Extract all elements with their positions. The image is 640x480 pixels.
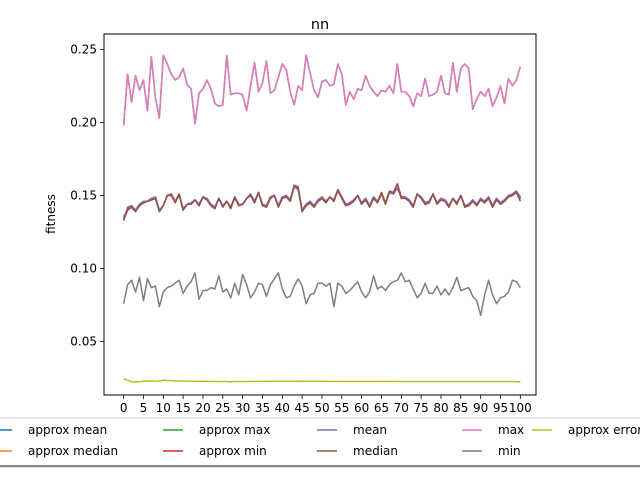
- x-tick-label: 25: [215, 401, 230, 415]
- y-tick-label: 0.05: [70, 335, 97, 349]
- x-tick-label: 35: [255, 401, 270, 415]
- x-tick-label: 10: [156, 401, 171, 415]
- y-tick-label: 0.10: [70, 262, 97, 276]
- x-tick-label: 30: [235, 401, 250, 415]
- x-tick-label: 70: [394, 401, 409, 415]
- x-tick-label: 60: [354, 401, 369, 415]
- x-tick-label: 55: [334, 401, 349, 415]
- legend-label-approx-mean: approx mean: [28, 423, 107, 437]
- x-tick-label: 40: [275, 401, 290, 415]
- legend-label-approx-max: approx max: [199, 423, 270, 437]
- x-tick-label: 0: [120, 401, 128, 415]
- chart-title: nn: [311, 17, 329, 33]
- x-tick-label: 5: [140, 401, 148, 415]
- x-tick-label: 65: [374, 401, 389, 415]
- y-axis-label: fitness: [44, 194, 58, 234]
- legend: approx mean approx median approx max approx…: [0, 417, 640, 468]
- x-tick-label: 20: [195, 401, 210, 415]
- x-tick-label: 90: [473, 401, 488, 415]
- legend-label-approx-median: approx median: [28, 444, 118, 458]
- y-tick-label: 0.15: [70, 189, 97, 203]
- x-tick-label: 75: [414, 401, 429, 415]
- legend-label-approx-error: approx error: [568, 423, 640, 437]
- x-tick-label: 85: [453, 401, 468, 415]
- y-tick-label: 0.25: [70, 42, 97, 56]
- x-tick-label: 80: [433, 401, 448, 415]
- legend-label-median: median: [353, 444, 398, 458]
- series-line-median: [122, 183, 522, 221]
- x-tick-label: 50: [314, 401, 329, 415]
- legend-label-mean: mean: [353, 423, 387, 437]
- series-line-approx-error: [123, 378, 521, 383]
- legend-label-approx-min: approx min: [199, 444, 267, 458]
- x-tick-label: 100: [509, 401, 532, 415]
- x-tick-label: 45: [295, 401, 310, 415]
- y-tick-label: 0.20: [70, 115, 97, 129]
- plot-lines: [122, 54, 522, 383]
- x-tick-label: 15: [175, 401, 190, 415]
- legend-label-max: max: [498, 423, 524, 437]
- legend-label-min: min: [498, 444, 521, 458]
- x-axis-ticks: 0 5 10 15 20 25 30 35 40 45 50 55 60 65 70 75 80 85 90 95 10…: [120, 395, 532, 415]
- x-tick-label: 95: [493, 401, 508, 415]
- plot-area-frame: [103, 33, 537, 396]
- y-axis-ticks: 0.05 0.10 0.15 0.20 0.25: [70, 42, 104, 349]
- series-line-max: [122, 54, 522, 126]
- series-line-min: [122, 272, 521, 317]
